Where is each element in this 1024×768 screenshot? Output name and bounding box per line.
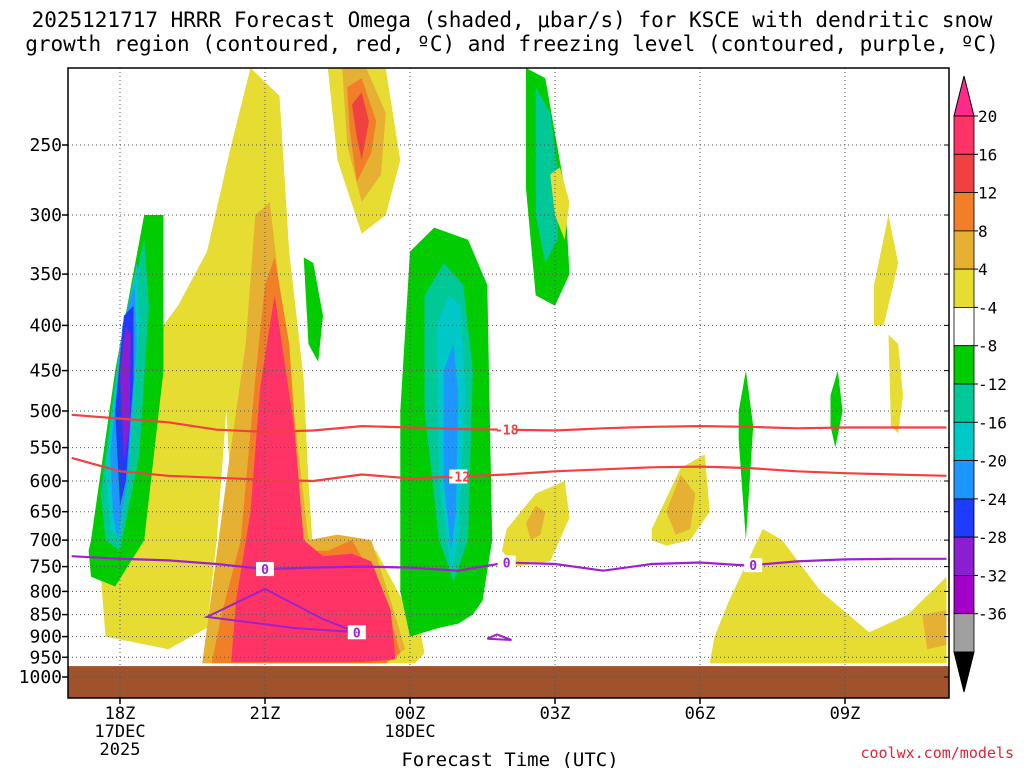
omega-region-30 bbox=[888, 334, 903, 434]
colorbar: 20 16 12 8 4 -4 -8 -12 -16 -20 -24 -28 -32 -36 bbox=[953, 75, 1007, 693]
label-freezing-2-bg bbox=[744, 558, 763, 573]
grid-layer bbox=[68, 68, 949, 698]
label-minus12-bg bbox=[449, 469, 468, 484]
colorbar-bin-4 bbox=[953, 268, 975, 308]
omega-region-20 bbox=[303, 257, 323, 362]
colorbar-label-12: -32 bbox=[978, 566, 1007, 585]
y-tick-label-900: 900 bbox=[29, 627, 62, 648]
colorbar-top-arrow bbox=[953, 75, 975, 117]
y-tick-label-700: 700 bbox=[29, 530, 62, 551]
y-tick-label-650: 650 bbox=[29, 502, 62, 523]
y-tick-label-600: 600 bbox=[29, 471, 62, 492]
y-tick-label-250: 250 bbox=[29, 135, 62, 156]
contour-layer: -18 -12 0 0 0 0 bbox=[71, 413, 947, 641]
omega-region-26 bbox=[666, 474, 696, 535]
y-tick-label-500: 500 bbox=[29, 401, 62, 422]
colorbar-bin-7 bbox=[953, 383, 975, 423]
omega-region-31 bbox=[550, 167, 570, 240]
y-tick-label-1000: 1000 bbox=[19, 667, 62, 688]
omega-region-21 bbox=[738, 370, 754, 541]
colorbar-label-9: -20 bbox=[978, 452, 1007, 471]
ground-surface bbox=[68, 666, 949, 698]
colorbar-label-11: -28 bbox=[978, 528, 1007, 547]
omega-shading-layer bbox=[88, 68, 947, 664]
colorbar-bin-3 bbox=[953, 230, 975, 270]
x-tick-label-21Z: 21Z bbox=[250, 704, 281, 724]
label-freezing-1: 0 bbox=[503, 557, 511, 572]
label-freezing-0: 0 bbox=[261, 563, 269, 578]
omega-region-13 bbox=[120, 325, 131, 462]
x-tick-label-00Z: 00Z bbox=[395, 704, 426, 724]
colorbar-bin-12 bbox=[953, 575, 975, 615]
colorbar-label-1: 16 bbox=[978, 145, 997, 164]
y-tick-label-800: 800 bbox=[29, 581, 62, 602]
colorbar-label-0: 20 bbox=[978, 107, 997, 126]
y-tick-label-400: 400 bbox=[29, 315, 62, 336]
chart-title-line-2: growth region (contoured, red, ºC) and f… bbox=[25, 32, 999, 56]
label-freezing-1-bg bbox=[497, 555, 516, 570]
label-minus18: -18 bbox=[495, 424, 519, 439]
colorbar-bin-1 bbox=[953, 153, 975, 194]
y-axis: 2503003504004505005506006507007508008509… bbox=[19, 135, 949, 688]
omega-region-19 bbox=[535, 87, 560, 263]
y-tick-label-550: 550 bbox=[29, 438, 62, 459]
x-tick-label-18Z: 18Z bbox=[105, 704, 136, 724]
credit-link[interactable]: coolwx.com/models bbox=[860, 744, 1014, 762]
colorbar-label-7: -12 bbox=[978, 375, 1007, 394]
x-tick-date-00Z: 18DEC bbox=[384, 722, 435, 742]
ground-layer bbox=[68, 666, 949, 698]
colorbar-bottom-arrow bbox=[953, 651, 975, 693]
y-tick-label-350: 350 bbox=[29, 264, 62, 285]
label-minus12: -12 bbox=[447, 471, 470, 486]
omega-region-24 bbox=[526, 505, 546, 541]
colorbar-label-4: 4 bbox=[978, 260, 988, 279]
omega-region-17 bbox=[443, 344, 459, 551]
x-tick-date-18Z: 17DEC bbox=[94, 722, 145, 742]
freezing-level-blip bbox=[486, 633, 512, 641]
omega-region-7 bbox=[352, 92, 369, 161]
colorbar-bin-9 bbox=[953, 460, 975, 500]
colorbar-bin-6 bbox=[953, 345, 975, 385]
colorbar-bin-0 bbox=[953, 115, 975, 155]
colorbar-bin-13 bbox=[953, 613, 975, 653]
x-tick-label-09Z: 09Z bbox=[830, 704, 861, 724]
y-tick-label-300: 300 bbox=[29, 205, 62, 226]
dgz-minus12-contour bbox=[71, 456, 947, 483]
y-tick-label-750: 750 bbox=[29, 557, 62, 578]
label-minus18-bg bbox=[497, 422, 516, 437]
colorbar-label-2: 12 bbox=[978, 184, 997, 203]
label-freezing-loop: 0 bbox=[353, 626, 361, 641]
y-tick-label-950: 950 bbox=[29, 647, 62, 668]
x-axis-label: Forecast Time (UTC) bbox=[401, 749, 618, 768]
colorbar-bin-10 bbox=[953, 498, 975, 538]
y-tick-label-450: 450 bbox=[29, 361, 62, 382]
label-freezing-2: 0 bbox=[749, 559, 757, 574]
colorbar-bin-2 bbox=[953, 192, 975, 232]
omega-region-29 bbox=[874, 215, 899, 326]
y-tick-label-850: 850 bbox=[29, 605, 62, 626]
colorbar-label-3: 8 bbox=[978, 222, 988, 241]
x-tick-label-03Z: 03Z bbox=[540, 704, 571, 724]
x-tick-year-18Z: 2025 bbox=[100, 740, 141, 760]
label-freezing-loop-bg bbox=[347, 625, 366, 640]
colorbar-label-10: -24 bbox=[978, 490, 1007, 509]
colorbar-label-6: -8 bbox=[978, 337, 997, 356]
omega-region-27 bbox=[709, 529, 947, 664]
colorbar-bin-5 bbox=[953, 306, 975, 347]
colorbar-label-5: -4 bbox=[978, 298, 997, 317]
colorbar-label-8: -16 bbox=[978, 413, 1007, 432]
chart-title-line-1: 2025121717 HRRR Forecast Omega (shaded, … bbox=[31, 8, 993, 32]
colorbar-bin-11 bbox=[953, 536, 975, 576]
label-freezing-0-bg bbox=[256, 562, 274, 577]
omega-region-22 bbox=[830, 370, 843, 448]
colorbar-label-13: -36 bbox=[978, 605, 1007, 624]
omega-region-28 bbox=[922, 610, 947, 650]
plot-frame bbox=[67, 67, 950, 699]
x-tick-label-06Z: 06Z bbox=[685, 704, 716, 724]
colorbar-bin-8 bbox=[953, 421, 975, 461]
freezing-level-loop bbox=[203, 587, 358, 634]
